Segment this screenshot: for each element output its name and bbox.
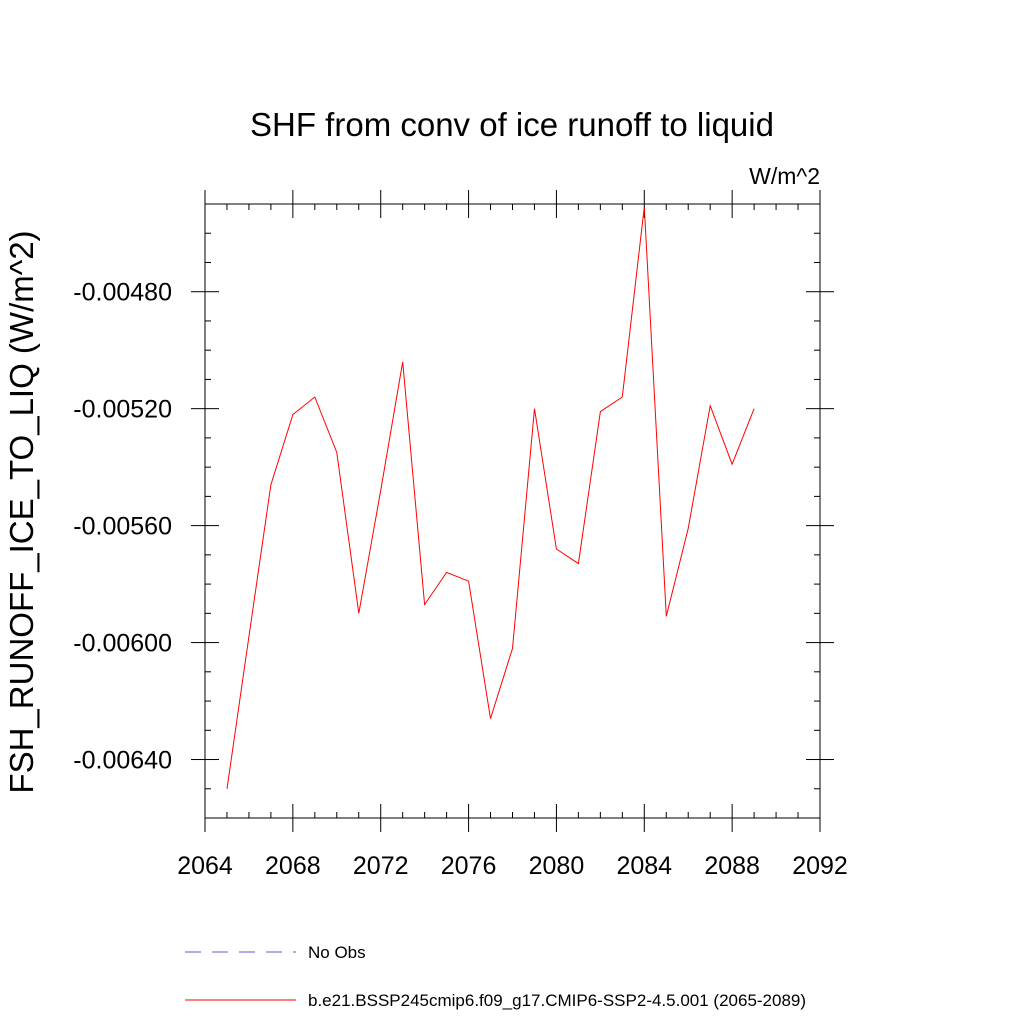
series-lines [226,206,755,789]
x-tick-label: 2072 [353,852,409,880]
legend-label-no-obs: No Obs [308,943,366,962]
y-tick-label: -0.00520 [73,396,172,424]
y-tick-labels: -0.00480 -0.00520 -0.00560 -0.00600 -0.00640 [73,279,172,775]
x-tick-labels: 2064 2068 2072 2076 2080 2084 2088 2092 [177,852,848,880]
legend: No Obs b.e21.BSSP245cmip6.f09_g17.CMIP6-… [185,943,806,1010]
series-line-model-run [226,206,755,789]
legend-label-model-run: b.e21.BSSP245cmip6.f09_g17.CMIP6-SSP2-4.… [308,991,806,1010]
y-tick-label: -0.00480 [73,279,172,307]
plot-frame [204,203,821,819]
x-tick-label: 2084 [616,852,672,880]
y-axis-label: FSH_RUNOFF_ICE_TO_LIQ (W/m^2) [3,230,40,793]
y-tick-label: -0.00560 [73,513,172,541]
units-label: W/m^2 [749,163,820,189]
x-tick-label: 2064 [177,852,233,880]
x-tick-label: 2088 [704,852,760,880]
x-tick-label: 2076 [441,852,497,880]
minor-ticks [205,203,820,819]
x-tick-label: 2092 [792,852,848,880]
x-tick-label: 2068 [265,852,321,880]
y-tick-label: -0.00640 [73,747,172,775]
chart-title: SHF from conv of ice runoff to liquid [250,106,774,143]
major-ticks [191,190,834,832]
y-tick-label: -0.00600 [73,630,172,658]
x-tick-label: 2080 [529,852,585,880]
